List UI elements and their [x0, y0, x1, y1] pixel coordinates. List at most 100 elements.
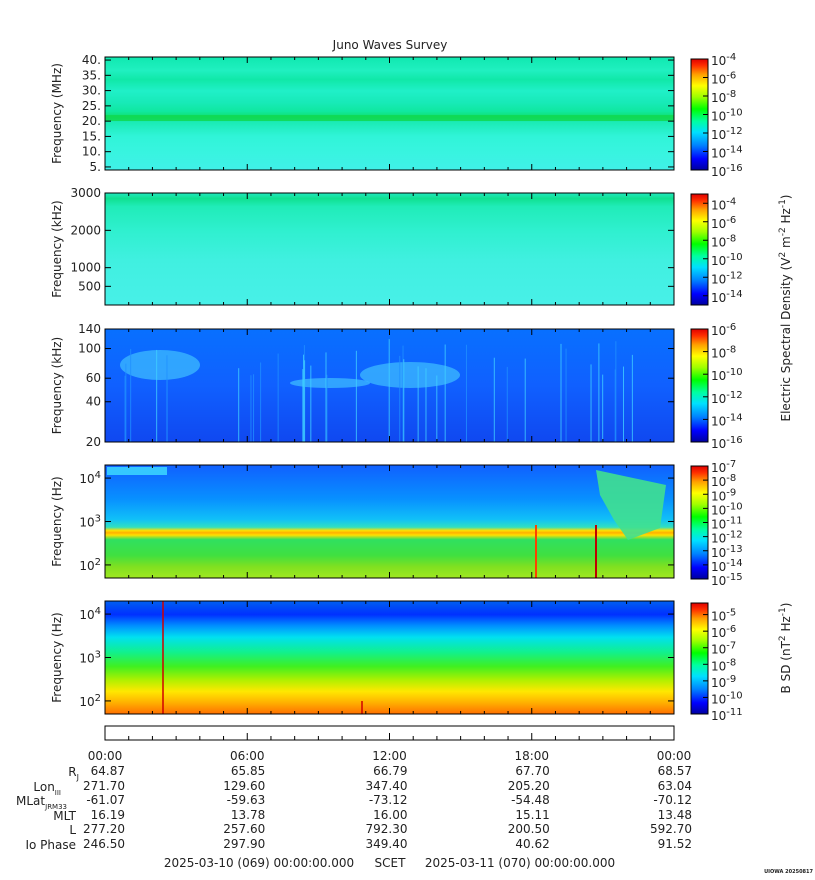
ephem-value: 66.79 — [373, 764, 407, 778]
ephem-value: 68.57 — [658, 764, 692, 778]
panel-3-ylabel: Frequency (kHz) — [50, 337, 64, 434]
panel-1-ytick-label: 40. — [82, 53, 101, 67]
emission-patch-2 — [290, 378, 370, 388]
panel-1-cbar-label: 10-8 — [711, 89, 736, 105]
panel-2: 3000 2000 1000 500 Frequency (kHz) 10-4 10-6 10… — [50, 186, 743, 306]
panel-2-cbar-label: 10-12 — [711, 270, 743, 286]
ephem-value: 246.50 — [83, 837, 125, 851]
panel-2-spectrogram — [105, 193, 674, 305]
panel-1: 40.35. 30.25.20.15. 10.5. Frequency (MHz) 10… — [50, 52, 743, 179]
panel-3-ytick-label: 100 — [78, 342, 101, 356]
panel-2-ytick-label: 2000 — [70, 223, 101, 237]
ephem-value: 13.78 — [231, 808, 265, 822]
panel-1-spectrogram — [105, 57, 674, 170]
ephem-label-mlat: MLatJRM33 — [16, 794, 67, 811]
ephem-value: -70.12 — [653, 793, 692, 807]
footer-end-time: 2025-03-11 (070) 00:00:00.000 — [425, 856, 615, 870]
ephem-value: 257.60 — [223, 822, 265, 836]
panel-3: 140 100 60 40 20 Frequency (kHz) 10-6 10-8 10-10… — [50, 322, 743, 451]
panel-4-cbar-label: 10-12 — [711, 530, 743, 546]
panel-1-ytick-label: 10. — [82, 145, 101, 159]
panel-4-ylabel: Frequency (Hz) — [50, 476, 64, 567]
panel-4-cbar-label: 10-9 — [711, 487, 736, 503]
panel-1-cbar-label: 10-10 — [711, 108, 743, 124]
panel-1-cbar-label: 10-4 — [711, 52, 736, 68]
panel-5-cbar-label: 10-11 — [711, 707, 743, 723]
panel-3-cbar-label: 10-14 — [711, 412, 743, 428]
ephem-value: -61.07 — [86, 793, 125, 807]
ephem-value: 15.11 — [515, 808, 549, 822]
panel-3-cbar-label: 10-16 — [711, 435, 743, 451]
time-label: 00:00 — [657, 749, 692, 763]
panel-3-ytick-label: 60 — [86, 371, 101, 385]
time-label: 00:00 — [88, 749, 123, 763]
ephem-value: 65.85 — [231, 764, 265, 778]
panel-1-cbar-label: 10-12 — [711, 126, 743, 142]
panel-2-ylabel: Frequency (kHz) — [50, 200, 64, 297]
ephem-label-rj: RJ — [68, 765, 79, 782]
panel-4-cbar-label: 10-10 — [711, 501, 743, 517]
panel-3-ytick-label: 40 — [86, 395, 101, 409]
panel-3-cbar-label: 10-8 — [711, 345, 736, 361]
panel-2-ytick-label: 500 — [78, 279, 101, 293]
ephem-label-l: L — [69, 823, 76, 837]
panel-1-ylabel: Frequency (MHz) — [50, 63, 64, 164]
panel-4-spectrogram — [105, 465, 674, 578]
panel-5-cbar-label: 10-9 — [711, 674, 736, 690]
panel-3-ytick-label: 20 — [86, 435, 101, 449]
band-20mhz — [105, 115, 674, 122]
ephem-value: 67.70 — [515, 764, 549, 778]
panel-1-cbar-label: 10-16 — [711, 163, 743, 179]
panel-3-cbar-label: 10-6 — [711, 322, 736, 338]
time-label: 12:00 — [372, 749, 407, 763]
panel-2-cbar-label: 10-4 — [711, 196, 736, 212]
ephem-value: 64.87 — [91, 764, 125, 778]
panel-2-ytick-label: 3000 — [70, 186, 101, 200]
emission-patch-1 — [360, 362, 460, 388]
panel-2-ytick-label: 1000 — [70, 261, 101, 275]
panel-2-cbar-label: 10-10 — [711, 252, 743, 268]
panel-5-ytick-label: 102 — [79, 693, 101, 709]
ephemeris-table: RJ LonIII MLatJRM33 MLT L Io Phase 64.87… — [16, 764, 692, 852]
time-label: 18:00 — [514, 749, 549, 763]
footer-start-time: 2025-03-10 (069) 00:00:00.000 — [164, 856, 354, 870]
panels: 40.35. 30.25.20.15. 10.5. Frequency (MHz) 10… — [50, 52, 743, 723]
ephem-value: 16.00 — [373, 808, 407, 822]
ephem-value: -54.48 — [511, 793, 550, 807]
panel-1-ytick-label: 20. — [82, 114, 101, 128]
panel-3-cbar-label: 10-10 — [711, 367, 743, 383]
panel-4-cbar-label: 10-14 — [711, 558, 743, 574]
panel-5-cbar-label: 10-7 — [711, 641, 736, 657]
ephem-value: 91.52 — [658, 837, 692, 851]
panel-4-cbar-label: 10-13 — [711, 544, 743, 560]
time-axis: 00:00 06:00 12:00 18:00 00:00 — [88, 733, 692, 763]
panel-3-colorbar — [690, 328, 709, 443]
ephem-value: 16.19 — [91, 808, 125, 822]
panel-4-ytick-label: 102 — [79, 557, 101, 573]
figure-title: Juno Waves Survey — [332, 38, 448, 52]
electric-density-label: Electric Spectral Density (V2 m-2 Hz-1) — [778, 194, 793, 421]
panel-2-cbar-label: 10-14 — [711, 289, 743, 305]
ephem-value: 129.60 — [223, 779, 265, 793]
emission-patch-0 — [120, 350, 200, 380]
panel-1-ytick-label: 5. — [90, 160, 101, 174]
ephem-label-io-phase: Io Phase — [25, 838, 76, 852]
ephem-label-lon: LonIII — [33, 780, 61, 797]
footer-scet: SCET — [375, 856, 407, 870]
ephem-value: 63.04 — [658, 779, 692, 793]
panel-1-cbar-label: 10-14 — [711, 145, 743, 161]
panel-4-cbar-label: 10-8 — [711, 473, 736, 489]
panel-2-cbar-label: 10-6 — [711, 215, 736, 231]
panel-4-ytick-label: 104 — [79, 470, 101, 486]
panel-5-cbar-label: 10-10 — [711, 690, 743, 706]
ephem-value: 347.40 — [366, 779, 408, 793]
panel-4-ytick-label: 103 — [79, 514, 101, 530]
panel-1-ytick-label: 30. — [82, 84, 101, 98]
panel-1-ytick-label: 35. — [82, 68, 101, 82]
ephem-value: 40.62 — [515, 837, 549, 851]
vlf-emission-patch — [596, 470, 666, 540]
ephem-value: 13.48 — [658, 808, 692, 822]
panel-5-cbar-label: 10-6 — [711, 624, 736, 640]
panel-5-spectrogram — [105, 601, 674, 714]
footer-stamp: UIOWA 20250817 — [764, 869, 813, 875]
